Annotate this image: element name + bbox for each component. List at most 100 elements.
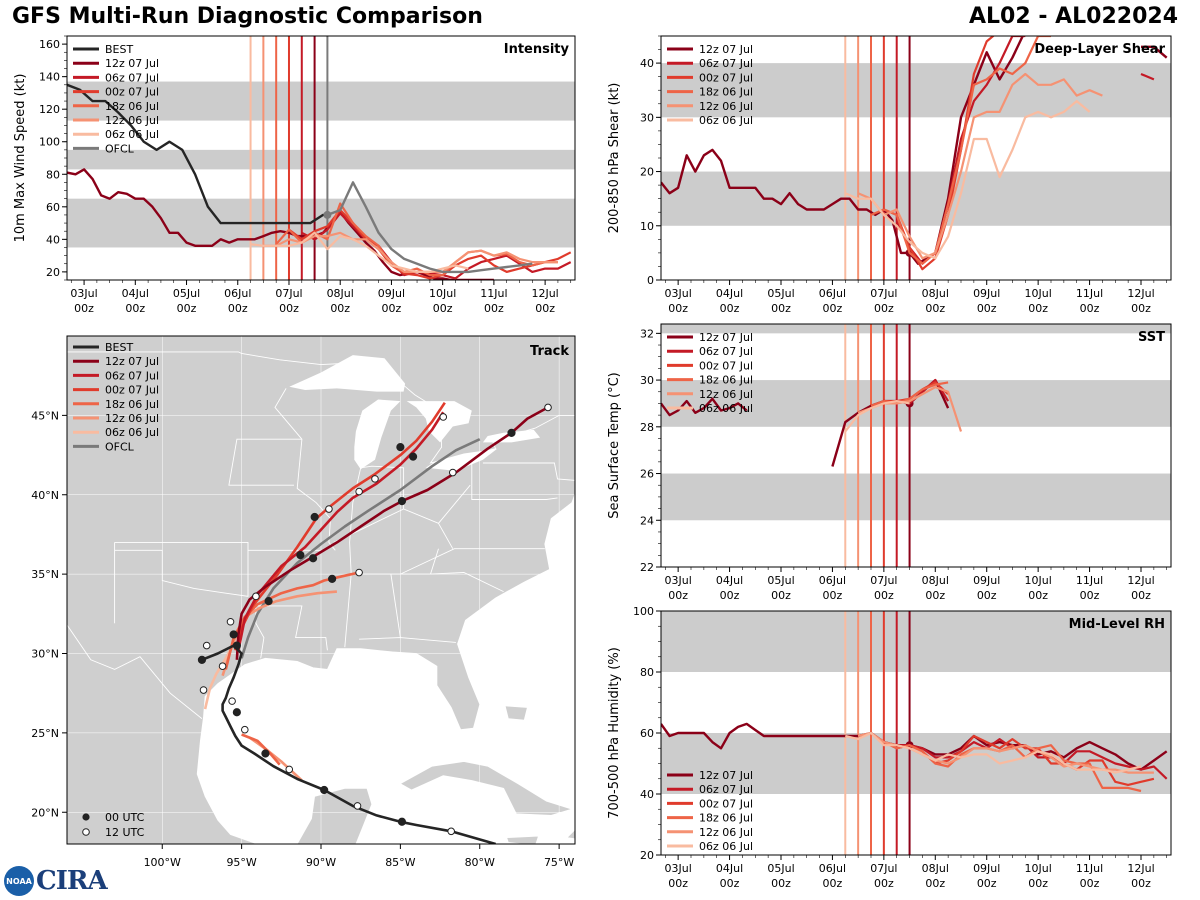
state-border-3 [255,605,328,651]
track-point-12utc [252,592,260,601]
shear-panel-title: Deep-Layer Shear [1034,42,1165,57]
intensity-legend-label: 12z 06 Jul [105,114,159,127]
sst-xtick-label: 12Jul [1127,574,1154,587]
sst-band-2 [661,324,1171,334]
sst-panel-title: SST [1138,330,1165,345]
shear-series-line [1140,72,1155,81]
intensity-xtick-label: 00z [535,302,555,315]
intensity-series-line [326,181,533,274]
intensity-xtick-label: 07Jul [275,287,302,300]
shear-xtick-label: 04Jul [716,287,743,300]
intensity-xtick-label: 06Jul [224,287,251,300]
sst-ytick-label: 30 [640,374,654,387]
track-point-00utc [507,428,516,437]
rh-legend-label: 12z 07 Jul [699,769,753,782]
state-border-5 [228,438,302,486]
track-point-00utc [197,655,207,664]
intensity-xtick-label: 12Jul [531,287,558,300]
shear-series-line [895,36,1026,265]
rh-xtick-label: 00z [823,877,843,890]
shear-xtick-label: 00z [925,302,945,315]
shear-plot-area [661,36,1171,280]
shear-legend-label: 12z 07 Jul [699,43,753,56]
intensity-chart: 20 40 60 80 100 120 140 160 03Jul 00z 04Jul 00z 05Ju… [13,35,576,315]
intensity-legend-label: 06z 06 Jul [105,128,159,141]
intensity-ytick-label: 160 [39,38,60,51]
track-point-00utc [232,641,241,650]
track-legend-label: 12z 07 Jul [105,355,159,368]
shear-xtick-label: 11Jul [1076,287,1103,300]
sst-legend-label: 12z 07 Jul [699,331,753,344]
shear-series-line [1141,45,1168,59]
rh-xtick-label: 08Jul [922,862,949,875]
rh-legend-label: 00z 07 Jul [699,797,753,810]
intensity-xtick-label: 08Jul [327,287,354,300]
rh-legend-label: 12z 06 Jul [699,826,753,839]
track-point-12utc [447,827,455,836]
shear-xtick-label: 10Jul [1025,287,1052,300]
track-point-12utc [202,641,211,650]
track-legend-label: 12z 06 Jul [105,412,159,425]
intensity-ytick-label: 60 [46,201,60,214]
intensity-xtick-label: 00z [125,302,145,315]
intensity-xtick-label: 00z [228,302,248,315]
track-point-12utc [228,697,236,705]
sst-legend-label: 06z 06 Jul [699,402,753,415]
sst-xtick-label: 00z [771,589,791,602]
logo: NOAA CIRA [4,866,108,896]
track-legend-label: BEST [105,341,133,354]
track-point-12utc [439,413,448,421]
track-point-00utc [310,512,319,522]
sst-xtick-label: 03Jul [665,574,692,587]
intensity-plot-area [67,36,575,280]
intensity-legend-label: 00z 07 Jul [105,86,159,99]
track-legend-00utc-marker [82,813,90,821]
intensity-series-line [67,168,494,280]
track-ytick-label: 20°N [31,806,59,819]
shear-series-line [844,100,1091,260]
shear-xtick-label: 07Jul [870,287,897,300]
sst-xtick-label: 06Jul [819,574,846,587]
track-ytick-label: 35°N [31,568,59,581]
sst-xtick-label: 05Jul [767,574,794,587]
intensity-xtick-label: 00z [330,302,350,315]
shear-legend-label: 06z 06 Jul [699,114,753,127]
intensity-xtick-label: 00z [279,302,299,315]
rh-band-1 [661,611,1171,672]
intensity-xtick-label: 00z [382,302,402,315]
shear-xtick-label: 00z [1080,302,1100,315]
intensity-xtick-label: 09Jul [378,287,405,300]
rh-xtick-label: 00z [771,877,791,890]
track-line [235,406,549,660]
track-point-12utc [285,765,294,774]
intensity-series-marker [323,210,332,219]
shear-legend-label: 12z 06 Jul [699,100,753,113]
track-point-12utc [355,487,363,496]
rh-legend-label: 06z 06 Jul [699,840,753,853]
track-point-00utc [397,497,407,506]
sst-xtick-label: 00z [823,589,843,602]
shear-xtick-label: 05Jul [767,287,794,300]
track-ytick-label: 40°N [31,489,59,502]
sst-xtick-label: 00z [668,589,688,602]
track-point-12utc [353,802,362,810]
track-point-00utc [232,708,241,717]
sst-xtick-label: 07Jul [870,574,897,587]
lake-superior [289,355,406,392]
track-chart: 100°W 95°W 90°W 85°W 80°W 75°W 20°N 25°N 30°N 35°… [31,335,576,869]
track-legend-label: 06z 07 Jul [105,369,159,382]
rh-xtick-label: 00z [668,877,688,890]
rh-ytick-label: 40 [640,788,654,801]
land-bahamas [504,705,528,721]
border-us-canada [67,351,575,464]
land-yucatan [296,788,373,844]
track-point-12utc [241,725,249,734]
intensity-band-2 [67,81,575,121]
track-point-00utc [264,597,273,606]
intensity-xtick-label: 10Jul [429,287,456,300]
track-xtick-label: 80°W [465,856,495,869]
intensity-ytick-label: 120 [39,103,60,116]
lake-michigan [354,399,401,470]
intensity-ytick-label: 140 [39,71,60,84]
